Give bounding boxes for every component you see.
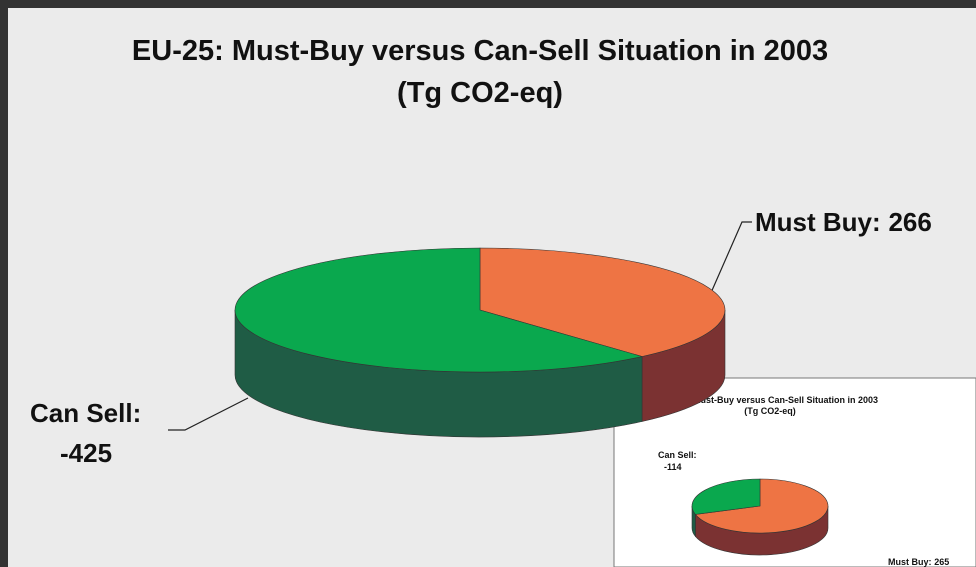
pie-slice [234, 247, 643, 373]
label-name: Must Buy: [888, 557, 932, 567]
label-name: Can Sell: [658, 450, 697, 460]
pie-slice [691, 478, 761, 515]
leader-line [709, 221, 752, 296]
pie-slice [479, 247, 726, 357]
label-name: Can Sell: [30, 398, 141, 428]
data-label: Must Buy: 265 [888, 557, 949, 567]
inset-title: EU-15: Must-Buy versus Can-Sell Situatio… [662, 395, 878, 405]
label-value: 265 [934, 557, 949, 567]
data-label: Must Buy: 266 [755, 207, 932, 237]
pie-slice [694, 478, 829, 534]
data-label: Can Sell: -425 [30, 398, 141, 468]
label-value: -425 [60, 438, 112, 468]
label-value: -114 [664, 462, 682, 472]
data-label: Can Sell: -114 [658, 450, 697, 472]
label-value: 266 [888, 207, 931, 237]
chart-title: EU-25: Must-Buy versus Can-Sell Situatio… [132, 35, 828, 67]
label-name: Must Buy: [755, 207, 881, 237]
inset-subtitle: (Tg CO2-eq) [744, 406, 796, 416]
leader-line [168, 397, 249, 431]
chart-subtitle: (Tg CO2-eq) [397, 77, 563, 109]
